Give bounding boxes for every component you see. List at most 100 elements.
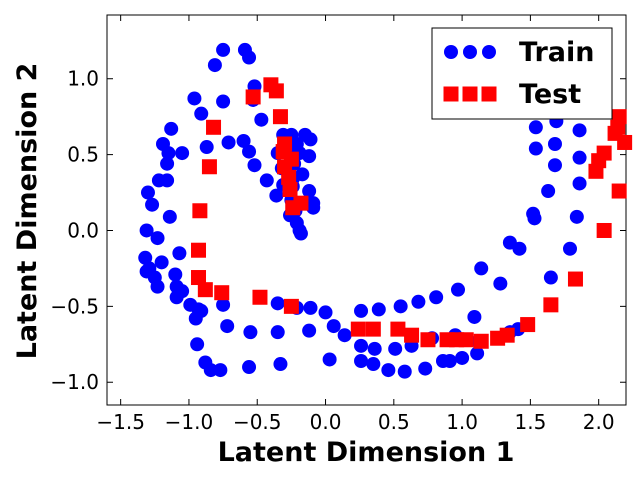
train-point <box>528 141 543 156</box>
test-point <box>596 222 612 238</box>
train-point <box>326 319 341 334</box>
test-point <box>245 89 261 105</box>
train-point <box>451 282 466 297</box>
train-point <box>303 132 318 147</box>
test-point <box>420 332 436 348</box>
train-point <box>467 309 482 324</box>
train-point <box>302 323 317 338</box>
train-point <box>547 136 562 151</box>
test-point <box>617 134 633 150</box>
train-point <box>216 94 231 109</box>
train-point <box>194 303 209 318</box>
train-point <box>418 361 433 376</box>
legend-train-marker <box>444 45 496 59</box>
x-tick-label: 1.0 <box>446 410 478 434</box>
train-point <box>216 42 231 57</box>
train-point <box>247 158 262 173</box>
y-tick-label: −1.0 <box>50 370 99 394</box>
train-point <box>295 167 310 182</box>
train-point <box>322 352 337 367</box>
train-point <box>429 290 444 305</box>
train-point <box>140 185 155 200</box>
train-point <box>541 184 556 199</box>
legend-test-symbol <box>443 86 459 102</box>
train-point <box>302 184 317 199</box>
x-tick-label: −0.5 <box>233 410 282 434</box>
train-point <box>150 279 165 294</box>
train-point <box>242 144 257 159</box>
train-point <box>393 299 408 314</box>
train-point <box>169 290 184 305</box>
train-point <box>270 296 285 311</box>
train-point <box>154 255 169 270</box>
test-point <box>191 270 207 286</box>
plot-area <box>106 14 627 406</box>
data-points <box>138 42 633 379</box>
test-point <box>281 169 297 185</box>
train-point <box>543 270 558 285</box>
x-tick-label: −1.5 <box>96 410 145 434</box>
train-point <box>354 303 369 318</box>
train-point <box>164 121 179 136</box>
test-point <box>543 297 559 313</box>
legend-train-symbol <box>482 45 496 59</box>
train-point <box>150 231 165 246</box>
y-tick-label: −0.5 <box>50 294 99 318</box>
test-point <box>520 317 536 333</box>
train-point <box>168 267 183 282</box>
test-point <box>214 285 230 301</box>
y-axis: −1.0 −0.5 0.0 0.5 1.0 <box>50 67 626 394</box>
x-axis: −1.5 −1.0 −0.5 0.0 0.5 1.0 1.5 2.0 <box>96 15 615 434</box>
train-point <box>273 357 288 372</box>
y-tick-label: 0.0 <box>67 218 99 242</box>
train-point <box>354 353 369 368</box>
train-point <box>563 241 578 256</box>
x-tick-label: 1.5 <box>514 410 546 434</box>
train-point <box>569 209 584 224</box>
train-point <box>512 241 527 256</box>
train-point <box>303 300 318 315</box>
test-point <box>192 203 208 219</box>
train-point <box>243 325 258 340</box>
train-point <box>572 150 587 165</box>
legend-train-symbol <box>444 45 458 59</box>
train-point <box>259 173 274 188</box>
train-point <box>221 135 236 150</box>
train-point <box>302 149 317 164</box>
legend-train-label: Train <box>519 37 594 68</box>
train-point <box>139 223 154 238</box>
train-point <box>455 350 470 365</box>
y-tick-label: 0.5 <box>67 143 99 167</box>
legend-test-label: Test <box>519 79 581 110</box>
train-point <box>470 346 485 361</box>
legend-train-symbol <box>463 45 477 59</box>
test-point <box>611 183 627 199</box>
train-point <box>270 325 285 340</box>
test-point <box>252 289 268 305</box>
y-tick-label: 1.0 <box>67 67 99 91</box>
train-point <box>528 120 543 135</box>
train-point <box>216 297 231 312</box>
test-point <box>567 271 583 287</box>
train-point <box>145 197 160 212</box>
test-point <box>458 332 474 348</box>
train-point <box>220 319 235 334</box>
train-point <box>371 302 386 317</box>
train-point <box>190 337 205 352</box>
train-point <box>318 305 333 320</box>
train-point <box>388 341 403 356</box>
train-point <box>547 158 562 173</box>
test-point <box>611 109 627 125</box>
test-point <box>404 327 420 343</box>
x-axis-title: Latent Dimension 1 <box>218 437 515 468</box>
train-point <box>162 209 177 224</box>
x-tick-label: −1.0 <box>165 410 214 434</box>
test-series <box>191 77 633 349</box>
test-point <box>191 242 207 258</box>
test-point <box>283 298 299 314</box>
test-point <box>350 321 366 337</box>
train-point <box>337 328 352 343</box>
train-point <box>194 106 209 121</box>
test-point <box>499 327 515 343</box>
